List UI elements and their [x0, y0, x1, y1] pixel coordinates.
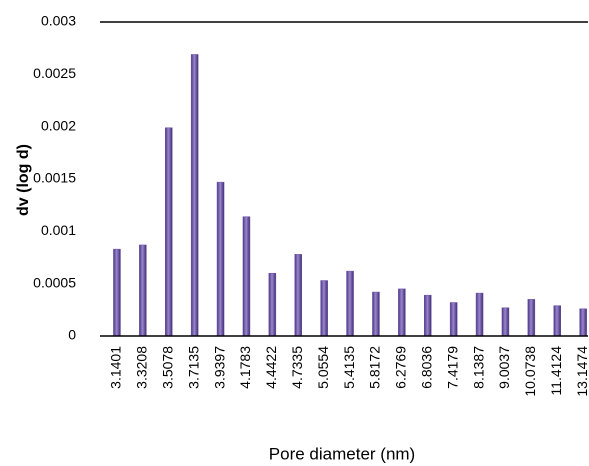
- bar: [294, 254, 302, 337]
- bar: [527, 299, 536, 337]
- x-tick-label: 3.5078: [159, 346, 175, 389]
- x-tick-label: 11.4124: [548, 346, 564, 396]
- x-tick-label: 13.1474: [574, 346, 589, 397]
- y-tick-label: 0.0015: [33, 170, 76, 186]
- bar: [113, 248, 121, 337]
- y-tick-label: 0.001: [41, 222, 76, 238]
- y-tick-label: 0.003: [41, 13, 76, 29]
- x-tick-label: 4.1783: [237, 346, 253, 389]
- bar: [268, 272, 277, 337]
- bar: [216, 181, 225, 337]
- bar: [165, 127, 173, 337]
- y-tick-label: 0.002: [41, 117, 76, 133]
- x-tick-label: 7.4179: [444, 346, 460, 389]
- x-tick-label: 9.0037: [496, 346, 512, 389]
- x-tick-label: 3.1401: [108, 346, 124, 389]
- bar: [346, 270, 354, 337]
- x-tick-label: 4.7335: [289, 346, 305, 389]
- bar: [398, 288, 406, 337]
- y-tick-label: 0: [68, 327, 76, 343]
- x-tick-label: 3.7135: [185, 346, 201, 389]
- bar: [139, 244, 147, 337]
- bar: [579, 308, 587, 337]
- x-tick-label: 8.1387: [470, 346, 486, 389]
- bar: [190, 54, 199, 337]
- x-tick-label: 5.4135: [341, 346, 357, 389]
- bar: [449, 302, 458, 337]
- bar: [553, 305, 561, 337]
- x-tick-label: 4.4422: [263, 346, 279, 389]
- bar: [242, 216, 251, 337]
- x-tick-label: 3.3208: [134, 346, 150, 389]
- x-tick-label: 10.0738: [522, 346, 538, 397]
- y-tick-label: 0.0005: [33, 274, 76, 290]
- x-tick-label: 6.8036: [418, 346, 434, 389]
- x-tick-label: 5.8172: [367, 346, 383, 389]
- y-axis-title: dv (log d): [15, 144, 32, 216]
- bar: [424, 294, 432, 337]
- x-tick-label: 6.2769: [393, 346, 409, 389]
- x-tick-label: 3.9397: [211, 346, 227, 389]
- x-axis-title: Pore diameter (nm): [269, 444, 415, 463]
- bar: [501, 307, 510, 337]
- x-tick-label: 5.0554: [315, 346, 331, 389]
- bar: [475, 292, 484, 337]
- y-tick-label: 0.0025: [33, 65, 76, 81]
- bar: [372, 291, 380, 337]
- bar: [320, 280, 328, 337]
